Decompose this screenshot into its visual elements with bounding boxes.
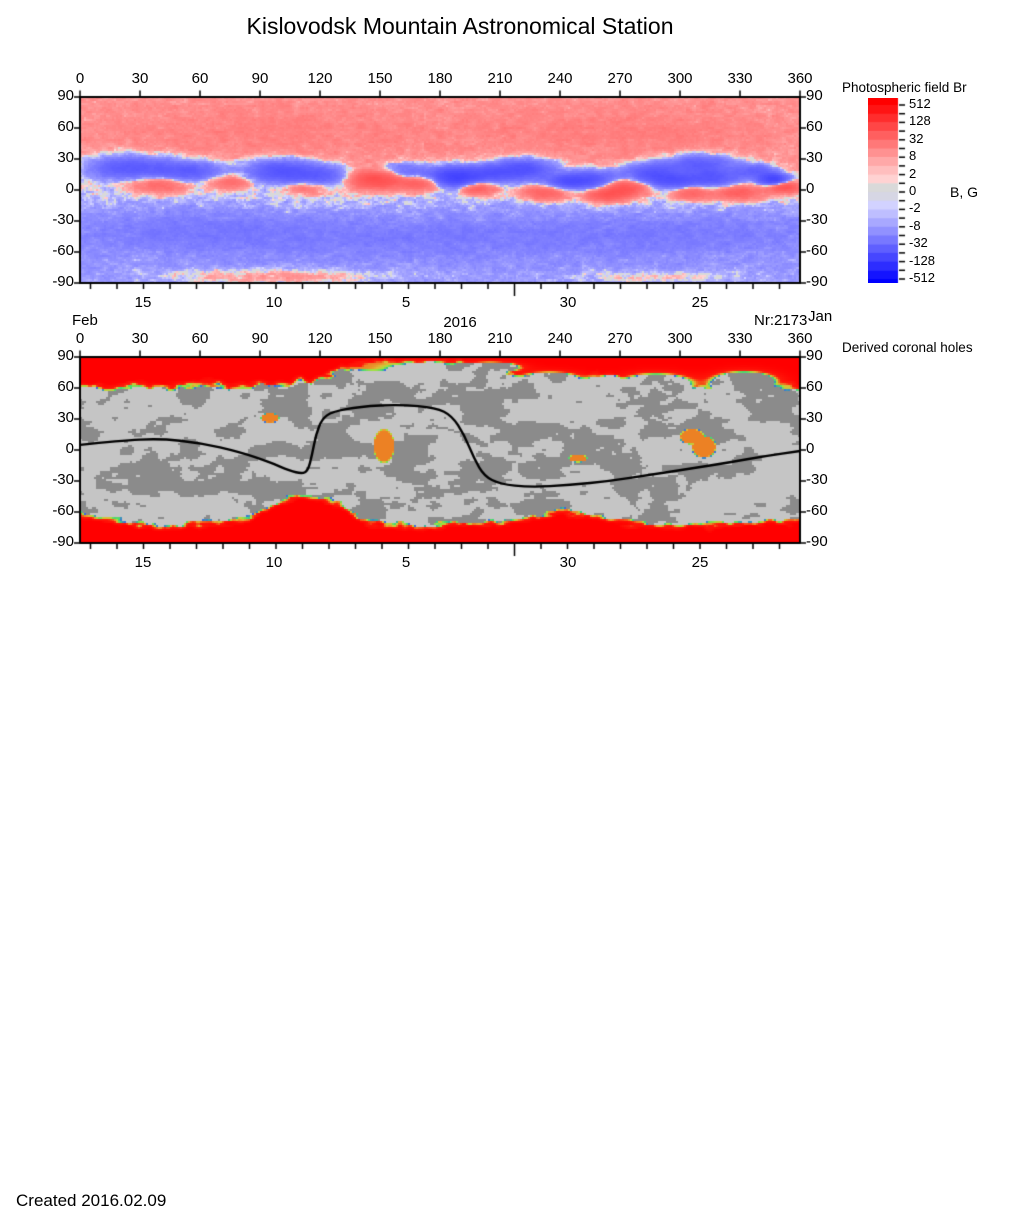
day-tick-label: 30	[559, 554, 577, 571]
lon-tick-label: 0	[75, 70, 85, 87]
colorbar-tick-label: 2	[909, 165, 917, 181]
lon-tick-label: 180	[427, 70, 453, 87]
created-timestamp: Created 2016.02.09	[16, 1191, 167, 1210]
lon-tick-label: 30	[131, 330, 149, 347]
lat-tick-label-left: -30	[52, 471, 74, 488]
colorbar-unit: B, G	[950, 184, 979, 200]
lon-tick-label: 90	[251, 70, 269, 87]
colorbar-title: Photospheric field Br	[842, 80, 967, 95]
month-label-feb: Feb	[72, 312, 98, 329]
lat-tick-label-right: -90	[806, 533, 828, 550]
lon-tick-label: 60	[191, 70, 209, 87]
colorbar-tick-label: 512	[909, 96, 931, 111]
colorbar-tick-label: 128	[909, 113, 931, 129]
lat-tick-label-left: -60	[52, 502, 74, 519]
lon-tick-label: 300	[667, 70, 693, 87]
lat-tick-label-left: -90	[52, 533, 74, 550]
lat-tick-label-right: 0	[806, 180, 815, 197]
lon-tick-label: 120	[307, 330, 333, 347]
lon-tick-label: 300	[667, 330, 693, 347]
lon-tick-label: 240	[547, 70, 573, 87]
day-tick-label: 5	[401, 554, 411, 571]
colorbar-tick-label: -512	[909, 270, 936, 285]
colorbar-coronal-holes	[868, 360, 912, 543]
colorbar-tick-label: -2	[909, 200, 921, 216]
lat-tick-label-right: 30	[806, 149, 823, 166]
day-tick-label: 25	[691, 294, 709, 311]
panel-coronal-holes-map	[60, 347, 840, 563]
lon-tick-label: 360	[787, 70, 813, 87]
colorbar-tick-label: -128	[909, 252, 936, 268]
lon-tick-label: 0	[75, 330, 85, 347]
lon-tick-label: 270	[607, 330, 633, 347]
lon-tick-label: 330	[727, 330, 753, 347]
colorbar-tick-label: -32	[909, 235, 928, 251]
year-label: 2016	[443, 314, 477, 331]
lat-tick-label-left: 0	[65, 180, 74, 197]
rotation-number-label: Nr:2173	[754, 312, 808, 329]
lat-tick-label-left: -60	[52, 242, 74, 259]
lat-tick-label-left: 0	[65, 440, 74, 457]
lat-tick-label-right: -60	[806, 502, 828, 519]
lat-tick-label-right: -90	[806, 273, 828, 290]
lon-tick-label: 210	[487, 330, 513, 347]
lon-tick-label: 90	[251, 330, 269, 347]
colorbar-tick-label: 8	[909, 148, 917, 164]
lat-tick-label-right: 0	[806, 440, 815, 457]
day-tick-label: 5	[401, 294, 411, 311]
lat-tick-label-right: -30	[806, 471, 828, 488]
lat-tick-label-left: 60	[57, 118, 74, 135]
lat-tick-label-right: 60	[806, 378, 823, 395]
lon-tick-label: 150	[367, 330, 393, 347]
colorbar-tick-label: 32	[909, 130, 924, 146]
lon-tick-label: 270	[607, 70, 633, 87]
lon-tick-label: 210	[487, 70, 513, 87]
day-tick-label: 25	[691, 554, 709, 571]
lat-tick-label-left: -30	[52, 211, 74, 228]
lat-tick-label-right: -30	[806, 211, 828, 228]
lat-tick-label-left: -90	[52, 273, 74, 290]
lat-tick-label-right: 60	[806, 118, 823, 135]
lat-tick-label-right: -60	[806, 242, 828, 259]
day-tick-label: 30	[559, 294, 577, 311]
lat-tick-label-left: 30	[57, 149, 74, 166]
lat-tick-label-left: 60	[57, 378, 74, 395]
panel-photospheric-map	[60, 87, 840, 303]
colorbar-tick-label: 0	[909, 183, 917, 198]
lat-tick-label-right: 90	[806, 347, 823, 364]
lon-tick-label: 120	[307, 70, 333, 87]
lat-tick-label-left: 30	[57, 409, 74, 426]
lon-tick-label: 180	[427, 330, 453, 347]
colorbar-tick-label: -8	[909, 217, 921, 233]
colorbar-title: Derived coronal holes	[842, 340, 973, 355]
lat-tick-label-right: 30	[806, 409, 823, 426]
lon-tick-label: 240	[547, 330, 573, 347]
day-tick-label: 15	[134, 554, 152, 571]
day-tick-label: 10	[265, 554, 283, 571]
lat-tick-label-left: 90	[57, 347, 74, 364]
day-tick-label: 10	[265, 294, 283, 311]
lon-tick-label: 150	[367, 70, 393, 87]
day-tick-label: 15	[134, 294, 152, 311]
lat-tick-label-left: 90	[57, 87, 74, 104]
lat-tick-label-right: 90	[806, 87, 823, 104]
month-label-jan: Jan	[808, 308, 833, 325]
figure-title: Kislovodsk Mountain Astronomical Station	[246, 13, 674, 39]
lon-tick-label: 60	[191, 330, 209, 347]
lon-tick-label: 330	[727, 70, 753, 87]
lon-tick-label: 360	[787, 330, 813, 347]
lon-tick-label: 30	[131, 70, 149, 87]
colorbar-photospheric	[868, 98, 912, 283]
